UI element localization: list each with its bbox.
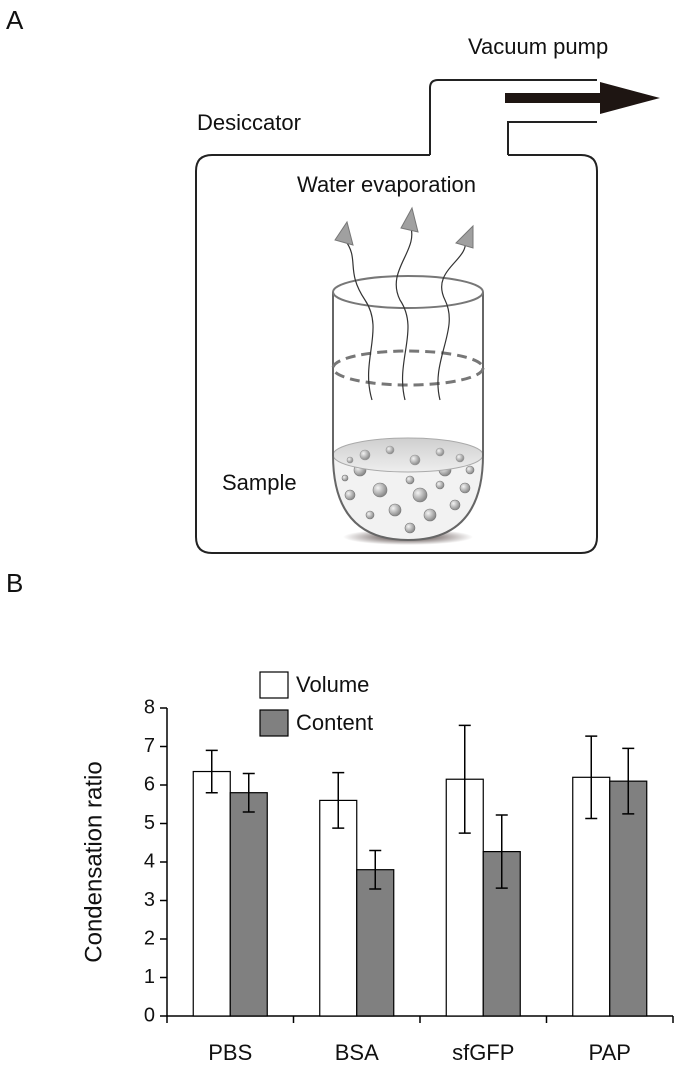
desiccator-body — [195, 154, 598, 554]
tube — [332, 292, 484, 542]
x-tick-label: sfGFP — [452, 1040, 514, 1065]
bar — [229, 792, 268, 1017]
legend-swatch — [259, 671, 289, 699]
surface-particles — [346, 445, 465, 466]
error-bar — [585, 735, 598, 820]
diagram — [195, 79, 660, 554]
tube-rim — [332, 275, 484, 309]
bar — [609, 780, 648, 1017]
vapor-arrowheads — [334, 206, 474, 249]
legend-label: Volume — [296, 672, 369, 697]
y-axis-label: Condensation ratio — [80, 761, 107, 962]
error-bar — [622, 747, 635, 815]
evaporation-label: Water evaporation — [297, 172, 476, 197]
bar — [482, 851, 521, 1017]
y-tick-label: 7 — [144, 735, 155, 757]
pump-arrow-head — [600, 82, 660, 114]
bar — [192, 770, 231, 1017]
desiccator-outlet — [507, 121, 597, 155]
error-bar — [332, 771, 345, 829]
panel-label: B — [6, 568, 23, 598]
sample-label: Sample — [222, 470, 297, 495]
bar — [319, 799, 358, 1017]
legend-label: Content — [296, 710, 373, 735]
y-tick-label: 1 — [144, 966, 155, 988]
pump-label: Vacuum pump — [468, 34, 608, 59]
y-tick-label: 8 — [144, 696, 155, 718]
desiccator-outlet — [429, 79, 597, 155]
y-tick-label: 2 — [144, 927, 155, 949]
legend-swatch — [259, 709, 289, 737]
error-bar — [369, 849, 382, 890]
chart: 0 1 2 3 4 5 6 7 8 Condensation ratio PBS BSA sfGFP PA… — [80, 671, 674, 1065]
x-tick-label: PBS — [208, 1040, 252, 1065]
y-tick-label: 0 — [144, 1004, 155, 1026]
error-bar — [495, 814, 508, 889]
y-tick-label: 5 — [144, 812, 155, 834]
y-tick-label: 4 — [144, 850, 155, 872]
initial-level — [331, 349, 485, 387]
error-bar — [458, 724, 471, 834]
bar — [356, 869, 395, 1017]
y-tick-label: 3 — [144, 889, 155, 911]
x-tick-label: BSA — [335, 1040, 379, 1065]
x-tick-label: PAP — [589, 1040, 631, 1065]
error-bar — [242, 772, 255, 813]
vapor-lines — [344, 224, 466, 401]
error-bar — [205, 749, 218, 794]
y-tick-label: 6 — [144, 773, 155, 795]
panel-label: A — [6, 5, 24, 35]
desiccator-label: Desiccator — [197, 110, 301, 135]
